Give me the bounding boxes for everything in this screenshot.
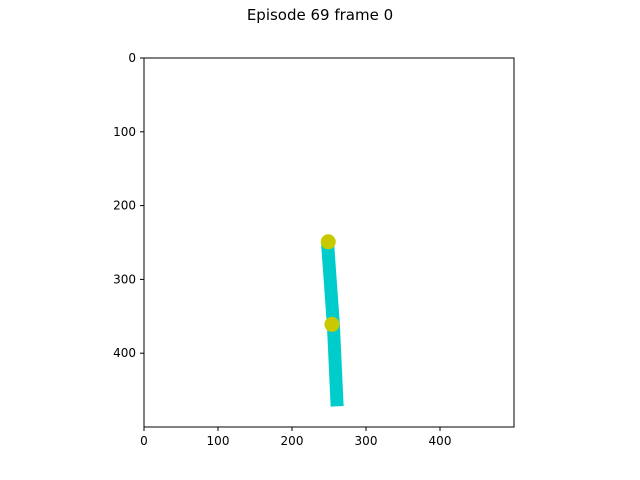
- top-joint-marker: [320, 234, 336, 250]
- scene-layer: [320, 234, 344, 407]
- plot-frame: [143, 57, 515, 428]
- y-tick-label: 0: [128, 51, 136, 65]
- middle-joint-marker: [324, 316, 340, 332]
- y-tick-label: 300: [113, 272, 136, 286]
- x-tick-label: 200: [281, 434, 304, 448]
- figure-title: Episode 69 frame 0: [246, 6, 394, 24]
- y-tick-label: 400: [113, 346, 136, 360]
- x-tick-label: 300: [355, 434, 378, 448]
- upper-link-segment: [321, 242, 340, 327]
- x-tick-label: 400: [429, 434, 452, 448]
- y-tick-label: 100: [113, 125, 136, 139]
- x-axis: 0 100 200 300 400: [140, 427, 451, 448]
- x-tick-label: 100: [207, 434, 230, 448]
- y-axis: 0 100 200 300 400: [113, 51, 144, 360]
- lower-link-segment: [326, 325, 344, 407]
- x-tick-label: 0: [140, 434, 148, 448]
- y-tick-label: 200: [113, 199, 136, 213]
